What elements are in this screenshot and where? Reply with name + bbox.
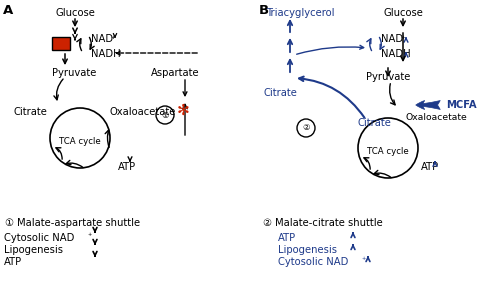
Text: ②: ② [262,218,271,228]
Text: ①: ① [161,111,169,120]
Text: ✻: ✻ [176,103,190,117]
Text: B: B [259,4,269,17]
Text: Pyruvate: Pyruvate [52,68,96,78]
Text: Citrate: Citrate [358,118,392,128]
Text: Oxaloacetate: Oxaloacetate [110,107,176,117]
Text: MCFA: MCFA [446,100,476,110]
Text: ATP: ATP [118,162,136,172]
Text: ①: ① [4,218,13,228]
Text: Cytosolic NAD: Cytosolic NAD [278,257,348,267]
Text: NAD: NAD [91,34,113,44]
Text: Pyruvate: Pyruvate [366,72,410,82]
Text: NADH: NADH [381,49,410,59]
Text: Oxaloacetate: Oxaloacetate [406,113,468,122]
Text: Lipogenesis: Lipogenesis [278,245,337,255]
Text: $\mathregular{^+}$: $\mathregular{^+}$ [399,34,406,43]
Text: Triacyglycerol: Triacyglycerol [266,8,334,18]
Text: TCA cycle: TCA cycle [367,148,409,156]
Text: Malate-citrate shuttle: Malate-citrate shuttle [275,218,383,228]
Text: ATP: ATP [4,257,22,267]
Text: ATP: ATP [421,162,439,172]
Text: Glucose: Glucose [383,8,423,18]
Text: Aspartate: Aspartate [150,68,200,78]
Text: NADH: NADH [91,49,120,59]
Text: A: A [3,4,13,17]
Text: NAD: NAD [381,34,403,44]
Text: Citrate: Citrate [263,88,297,98]
Text: $\mathregular{^+}$: $\mathregular{^+}$ [360,257,367,263]
FancyBboxPatch shape [52,37,70,50]
Text: Cytosolic NAD: Cytosolic NAD [4,233,74,243]
Text: Lipogenesis: Lipogenesis [4,245,63,255]
Text: $\mathregular{^+}$: $\mathregular{^+}$ [109,34,116,43]
Text: TCA cycle: TCA cycle [59,137,101,147]
Text: ATP: ATP [278,233,296,243]
Text: ②: ② [302,124,310,132]
Text: Citrate: Citrate [14,107,48,117]
Text: Malate-aspartate shuttle: Malate-aspartate shuttle [17,218,140,228]
Text: $\mathregular{^+}$: $\mathregular{^+}$ [86,233,93,239]
Text: Glucose: Glucose [55,8,95,18]
